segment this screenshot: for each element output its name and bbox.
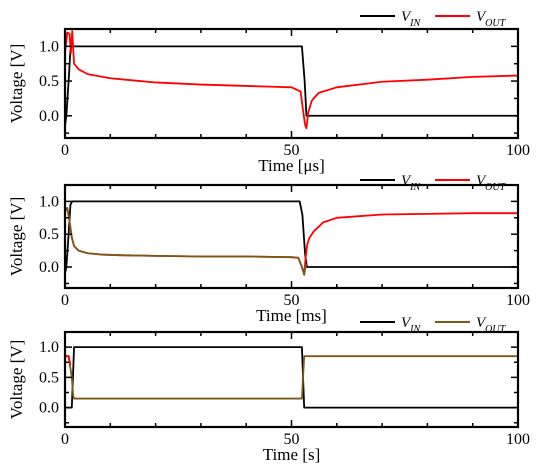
legend-label-out: VOUT <box>476 9 507 29</box>
legend-subscript: IN <box>409 324 421 335</box>
x-tick-label: 0 <box>61 431 69 448</box>
y-tick-label: 1.0 <box>39 339 59 356</box>
y-axis-label: Voltage [V] <box>7 340 26 419</box>
y-tick-label: 1.0 <box>39 38 59 55</box>
y-tick-label: 0.5 <box>39 73 59 90</box>
x-axis-label: Time [ms] <box>256 306 327 325</box>
y-tick-label: 1.0 <box>39 193 59 210</box>
y-tick-label: 0.0 <box>39 259 59 276</box>
legend-subscript: OUT <box>485 182 506 193</box>
x-tick-label: 100 <box>506 142 530 159</box>
legend-subscript: OUT <box>485 18 506 29</box>
legend-label-out: VOUT <box>476 173 507 193</box>
series-line-trace-2 <box>64 207 307 276</box>
x-tick-label: 100 <box>506 431 530 448</box>
plot-frame <box>63 183 520 290</box>
legend-subscript: IN <box>409 182 421 193</box>
series-line-in <box>64 200 518 274</box>
y-tick-label: 0.5 <box>39 369 59 386</box>
y-tick-label: 0.0 <box>39 400 59 417</box>
panel-1: 0 50 100 1.0 0.5 0.0 Time [μs] Voltage [V] VIN VO… <box>7 9 530 175</box>
tick-marks <box>64 185 519 288</box>
tick-marks <box>64 29 519 138</box>
x-axis-label: Time [s] <box>263 445 320 464</box>
y-tick-label: 0.0 <box>39 108 59 125</box>
legend: VIN VOUT <box>360 173 507 193</box>
x-tick-label: 50 <box>284 431 300 448</box>
panel-2: 0 50 100 1.0 0.5 0.0 Time [ms] Voltage [V] VIN VO… <box>7 173 530 325</box>
legend-subscript: OUT <box>485 324 506 335</box>
series-line-in <box>64 45 518 127</box>
y-tick-label: 0.5 <box>39 226 59 243</box>
series-line-trace-2 <box>65 355 72 366</box>
x-tick-label: 0 <box>61 142 69 159</box>
x-axis-label: Time [μs] <box>258 156 325 175</box>
plot-frame <box>63 27 520 140</box>
legend-label-in: VIN <box>401 9 422 29</box>
legend: VIN VOUT <box>360 9 507 29</box>
x-tick-label: 50 <box>284 142 300 159</box>
legend-subscript: IN <box>409 18 421 29</box>
x-tick-label: 0 <box>61 292 69 309</box>
tick-marks <box>64 332 519 427</box>
series-line-out <box>64 207 518 275</box>
y-axis-label: Voltage [V] <box>7 44 26 123</box>
x-tick-label: 50 <box>284 292 300 309</box>
legend-label-in: VIN <box>401 173 422 193</box>
y-axis-label: Voltage [V] <box>7 197 26 276</box>
x-tick-label: 100 <box>506 292 530 309</box>
series-line-out <box>65 355 518 400</box>
series-line-out <box>64 30 519 130</box>
